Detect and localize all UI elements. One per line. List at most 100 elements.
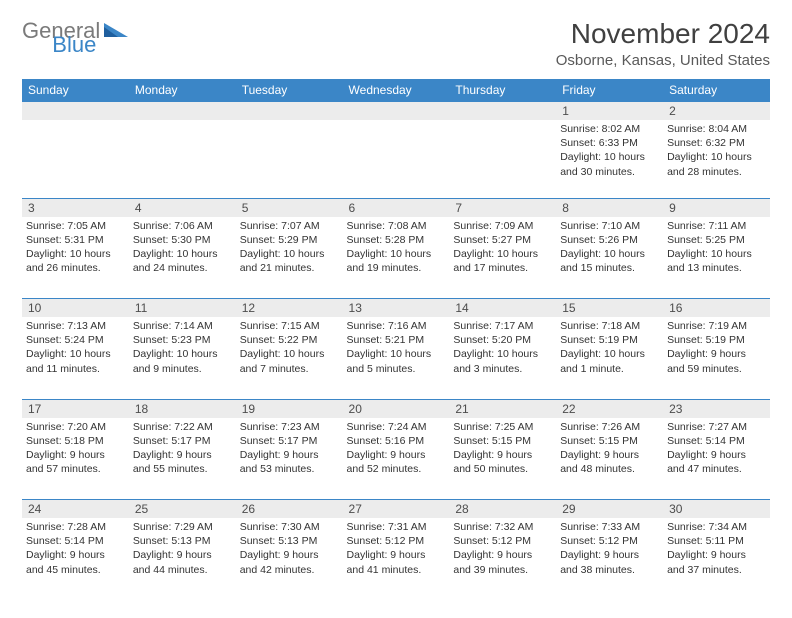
sunrise-text: Sunrise: 7:13 AM (26, 319, 125, 333)
sunrise-text: Sunrise: 7:25 AM (453, 420, 552, 434)
day-cell (22, 120, 129, 198)
daylight-text: Daylight: 9 hours and 42 minutes. (240, 548, 339, 576)
sunrise-text: Sunrise: 7:11 AM (667, 219, 766, 233)
day-cell (343, 120, 450, 198)
sunset-text: Sunset: 5:19 PM (560, 333, 659, 347)
day-number-cell: 10 (22, 299, 129, 318)
day-number-cell: 24 (22, 500, 129, 519)
sunrise-text: Sunrise: 7:28 AM (26, 520, 125, 534)
daylight-text: Daylight: 10 hours and 17 minutes. (453, 247, 552, 275)
sunrise-text: Sunrise: 7:05 AM (26, 219, 125, 233)
day-cell: Sunrise: 7:08 AMSunset: 5:28 PMDaylight:… (343, 217, 450, 299)
sunset-text: Sunset: 5:20 PM (453, 333, 552, 347)
daylight-text: Daylight: 10 hours and 15 minutes. (560, 247, 659, 275)
week-row: Sunrise: 8:02 AMSunset: 6:33 PM Daylight:… (22, 120, 770, 198)
page-title: November 2024 (556, 18, 770, 50)
day-cell: Sunrise: 7:19 AMSunset: 5:19 PMDaylight:… (663, 317, 770, 399)
day-number-cell: 16 (663, 299, 770, 318)
sunrise-text: Sunrise: 7:18 AM (560, 319, 659, 333)
sunrise-text: Sunrise: 7:29 AM (133, 520, 232, 534)
daylight-text: Daylight: 9 hours and 59 minutes. (667, 347, 766, 375)
sunrise-text: Sunrise: 7:24 AM (347, 420, 446, 434)
sunrise-text: Sunrise: 7:30 AM (240, 520, 339, 534)
daylight-text: Daylight: 10 hours and 26 minutes. (26, 247, 125, 275)
day-number-cell: 21 (449, 399, 556, 418)
day-number-row: 24252627282930 (22, 500, 770, 519)
sunrise-text: Sunrise: 7:17 AM (453, 319, 552, 333)
daylight-text: Daylight: 9 hours and 47 minutes. (667, 448, 766, 476)
daylight-text: Daylight: 10 hours and 3 minutes. (453, 347, 552, 375)
week-row: Sunrise: 7:28 AMSunset: 5:14 PM Daylight:… (22, 518, 770, 600)
week-row: Sunrise: 7:20 AMSunset: 5:18 PM Daylight:… (22, 418, 770, 500)
daylight-text: Daylight: 9 hours and 38 minutes. (560, 548, 659, 576)
daylight-text: Daylight: 9 hours and 39 minutes. (453, 548, 552, 576)
sunset-text: Sunset: 5:21 PM (347, 333, 446, 347)
day-number-cell: 1 (556, 102, 663, 121)
day-cell: Sunrise: 7:32 AMSunset: 5:12 PMDaylight:… (449, 518, 556, 600)
sunset-text: Sunset: 5:22 PM (240, 333, 339, 347)
day-cell (129, 120, 236, 198)
day-number-cell: 7 (449, 198, 556, 217)
daylight-text: Daylight: 9 hours and 50 minutes. (453, 448, 552, 476)
day-header: Thursday (449, 79, 556, 102)
day-number-cell (343, 102, 450, 121)
sunset-text: Sunset: 5:29 PM (240, 233, 339, 247)
sunrise-text: Sunrise: 7:16 AM (347, 319, 446, 333)
daylight-text: Daylight: 10 hours and 19 minutes. (347, 247, 446, 275)
day-number-cell: 27 (343, 500, 450, 519)
sunrise-text: Sunrise: 7:10 AM (560, 219, 659, 233)
sunset-text: Sunset: 5:11 PM (667, 534, 766, 548)
day-number-cell (22, 102, 129, 121)
day-cell: Sunrise: 7:05 AMSunset: 5:31 PMDaylight:… (22, 217, 129, 299)
sunset-text: Sunset: 5:12 PM (560, 534, 659, 548)
day-number-cell: 22 (556, 399, 663, 418)
day-number-cell: 2 (663, 102, 770, 121)
sunset-text: Sunset: 5:18 PM (26, 434, 125, 448)
day-cell: Sunrise: 7:14 AMSunset: 5:23 PMDaylight:… (129, 317, 236, 399)
day-number-cell: 12 (236, 299, 343, 318)
sunrise-text: Sunrise: 7:08 AM (347, 219, 446, 233)
sunrise-text: Sunrise: 8:02 AM (560, 122, 659, 136)
daylight-text: Daylight: 9 hours and 41 minutes. (347, 548, 446, 576)
sunset-text: Sunset: 5:26 PM (560, 233, 659, 247)
daylight-text: Daylight: 10 hours and 21 minutes. (240, 247, 339, 275)
day-cell: Sunrise: 7:09 AMSunset: 5:27 PMDaylight:… (449, 217, 556, 299)
sunset-text: Sunset: 6:33 PM (560, 136, 659, 150)
daylight-text: Daylight: 10 hours and 24 minutes. (133, 247, 232, 275)
sunset-text: Sunset: 5:12 PM (347, 534, 446, 548)
daylight-text: Daylight: 10 hours and 5 minutes. (347, 347, 446, 375)
sunset-text: Sunset: 5:27 PM (453, 233, 552, 247)
daylight-text: Daylight: 9 hours and 52 minutes. (347, 448, 446, 476)
sunrise-text: Sunrise: 7:07 AM (240, 219, 339, 233)
sunset-text: Sunset: 5:24 PM (26, 333, 125, 347)
daylight-text: Daylight: 10 hours and 7 minutes. (240, 347, 339, 375)
sunrise-text: Sunrise: 7:09 AM (453, 219, 552, 233)
week-row: Sunrise: 7:13 AMSunset: 5:24 PM Daylight:… (22, 317, 770, 399)
daylight-text: Daylight: 10 hours and 28 minutes. (667, 150, 766, 178)
day-number-cell: 11 (129, 299, 236, 318)
sunset-text: Sunset: 5:17 PM (240, 434, 339, 448)
day-number-cell (449, 102, 556, 121)
calendar-table: SundayMondayTuesdayWednesdayThursdayFrid… (22, 79, 770, 600)
day-cell: Sunrise: 8:02 AMSunset: 6:33 PMDaylight:… (556, 120, 663, 198)
day-cell: Sunrise: 7:28 AMSunset: 5:14 PMDaylight:… (22, 518, 129, 600)
sunrise-text: Sunrise: 7:15 AM (240, 319, 339, 333)
day-cell: Sunrise: 7:24 AMSunset: 5:16 PMDaylight:… (343, 418, 450, 500)
day-cell: Sunrise: 7:33 AMSunset: 5:12 PMDaylight:… (556, 518, 663, 600)
day-number-row: 3456789 (22, 198, 770, 217)
sunrise-text: Sunrise: 7:20 AM (26, 420, 125, 434)
sunrise-text: Sunrise: 7:14 AM (133, 319, 232, 333)
day-cell: Sunrise: 7:34 AMSunset: 5:11 PMDaylight:… (663, 518, 770, 600)
sunrise-text: Sunrise: 7:31 AM (347, 520, 446, 534)
sunset-text: Sunset: 5:15 PM (453, 434, 552, 448)
sunset-text: Sunset: 5:17 PM (133, 434, 232, 448)
sunset-text: Sunset: 5:19 PM (667, 333, 766, 347)
day-cell: Sunrise: 7:11 AMSunset: 5:25 PMDaylight:… (663, 217, 770, 299)
day-header: Saturday (663, 79, 770, 102)
day-cell: Sunrise: 7:23 AMSunset: 5:17 PMDaylight:… (236, 418, 343, 500)
sunrise-text: Sunrise: 7:22 AM (133, 420, 232, 434)
daylight-text: Daylight: 9 hours and 55 minutes. (133, 448, 232, 476)
sunset-text: Sunset: 5:14 PM (26, 534, 125, 548)
sunrise-text: Sunrise: 7:06 AM (133, 219, 232, 233)
daylight-text: Daylight: 10 hours and 9 minutes. (133, 347, 232, 375)
